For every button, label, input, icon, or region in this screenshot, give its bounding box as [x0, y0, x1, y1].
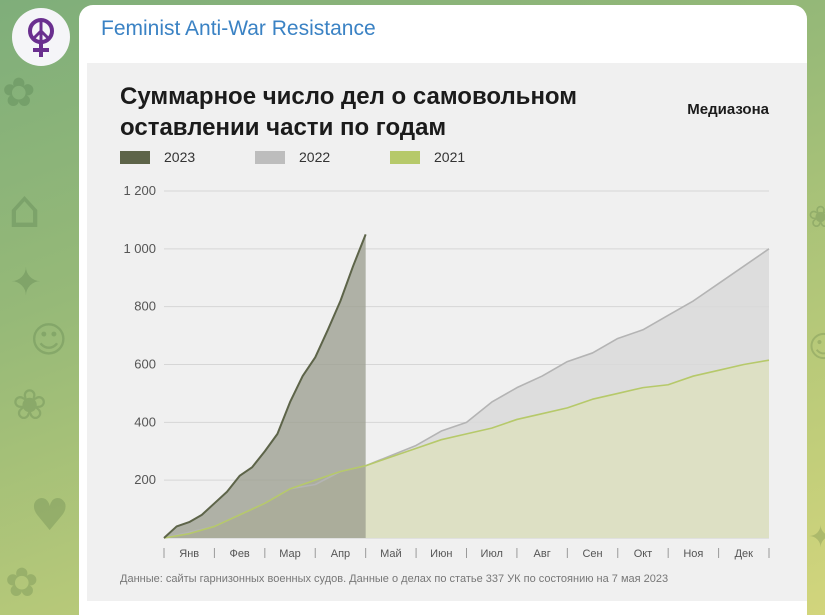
chart-plot: 200 400 600 800 1 000 1 200 Янв Фев Мар Апр Май Июн…: [123, 183, 770, 560]
post-image[interactable]: Суммарное число дел о самовольном оставл…: [87, 63, 807, 601]
legend-item-2021: 2021: [390, 149, 465, 165]
legend-label: 2021: [434, 149, 466, 165]
background-doodle: ☺: [808, 330, 825, 365]
legend-swatch: [120, 150, 150, 164]
chart-legend: 2023 2022 2021: [120, 149, 520, 167]
venus-peace-icon: [28, 18, 54, 57]
area-2023: [164, 234, 366, 538]
x-tick-label: Авг: [534, 548, 551, 560]
background-doodle: ✿: [5, 560, 39, 606]
y-tick-label: 1 000: [123, 241, 156, 256]
legend-label: 2023: [164, 149, 196, 165]
line-2023: [163, 234, 367, 539]
background-doodle: ✿: [2, 70, 36, 116]
legend-item-2023: 2023: [120, 149, 195, 165]
message-card: Feminist Anti-War Resistance Суммарное ч…: [79, 5, 807, 615]
x-tick-label: Окт: [634, 548, 653, 560]
x-tick-label: Сен: [582, 548, 602, 560]
brand-label: Медиазона: [687, 101, 769, 118]
y-tick-label: 1 200: [123, 183, 156, 198]
legend-item-2022: 2022: [255, 149, 330, 165]
x-tick-label: Янв: [179, 548, 199, 560]
background-doodle: ✦: [808, 520, 825, 555]
y-tick-label: 800: [134, 299, 156, 314]
background-doodle: ♥: [30, 490, 70, 541]
x-tick-label: Июн: [430, 548, 452, 560]
line-2021: [163, 359, 770, 539]
x-tick-label: Фев: [229, 548, 249, 560]
y-tick-label: 200: [134, 472, 156, 487]
x-tick-label: Апр: [331, 548, 350, 560]
legend-label: 2022: [299, 149, 331, 165]
chart-title: Суммарное число дел о самовольном оставл…: [120, 83, 578, 141]
y-tick-label: 600: [134, 357, 156, 372]
x-tick-label: Мар: [279, 548, 301, 560]
background-doodle: ✦: [10, 260, 42, 304]
legend-swatch: [255, 150, 285, 164]
x-tick-label: Май: [380, 548, 402, 560]
background-doodle: ☺: [30, 320, 68, 361]
background-doodle: ❀: [808, 200, 825, 235]
legend-swatch: [390, 150, 420, 164]
background-doodle: ❀: [12, 380, 48, 429]
x-tick-label: Июл: [481, 548, 503, 560]
x-tick-label: Дек: [735, 548, 754, 560]
x-tick-label: Ноя: [683, 548, 703, 560]
background-doodle: ⌂: [8, 180, 42, 240]
channel-avatar[interactable]: [12, 8, 70, 66]
source-note: Данные: сайты гарнизонных военных судов.…: [120, 573, 669, 585]
channel-name[interactable]: Feminist Anti-War Resistance: [101, 17, 376, 40]
y-tick-label: 400: [134, 414, 156, 429]
